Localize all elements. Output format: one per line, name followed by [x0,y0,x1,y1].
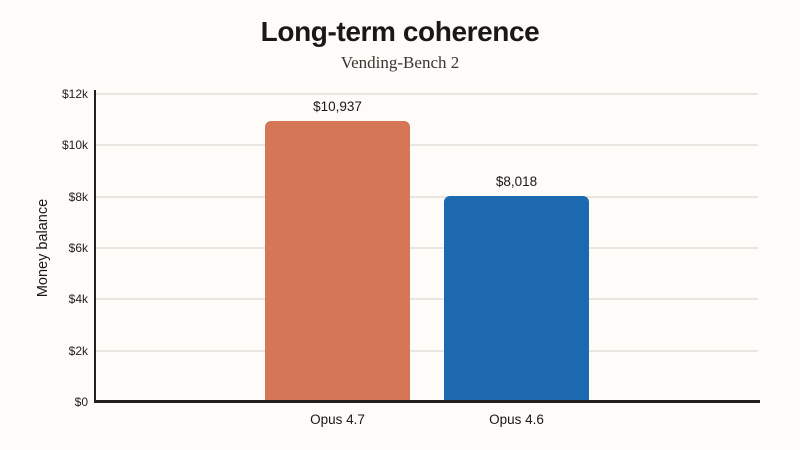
gridline [96,247,758,249]
bar-opus-4-7 [265,121,410,402]
y-tick-label: $6k [68,241,88,255]
gridline [96,93,758,95]
y-tick-label: $8k [68,189,88,204]
y-axis-label: Money balance [35,198,51,298]
y-tick-label: $12k [61,87,88,101]
y-axis-line [94,90,96,402]
x-tick-label: Opus 4.7 [310,412,365,427]
y-tick-label: $0 [74,395,88,409]
plot-area: $10,937 Opus 4.7 $8,018 Opus 4.6 [96,93,758,427]
bar-value-label: $10,937 [313,99,362,115]
x-axis-line [94,400,760,403]
chart-title: Long-term coherence [260,16,540,47]
gridline [96,144,758,147]
gridline [96,195,758,198]
y-tick-label: $2k [68,343,88,358]
gridline [96,349,758,352]
y-tick-label: $10k [61,138,88,153]
bar-value-label: $8,018 [495,174,538,190]
x-tick-label: Opus 4.6 [489,412,544,427]
gridline [96,298,758,301]
bar-opus-4-6 [444,196,589,402]
chart-subtitle: Vending-Bench 2 [340,53,460,72]
y-tick-label: $4k [68,292,88,307]
